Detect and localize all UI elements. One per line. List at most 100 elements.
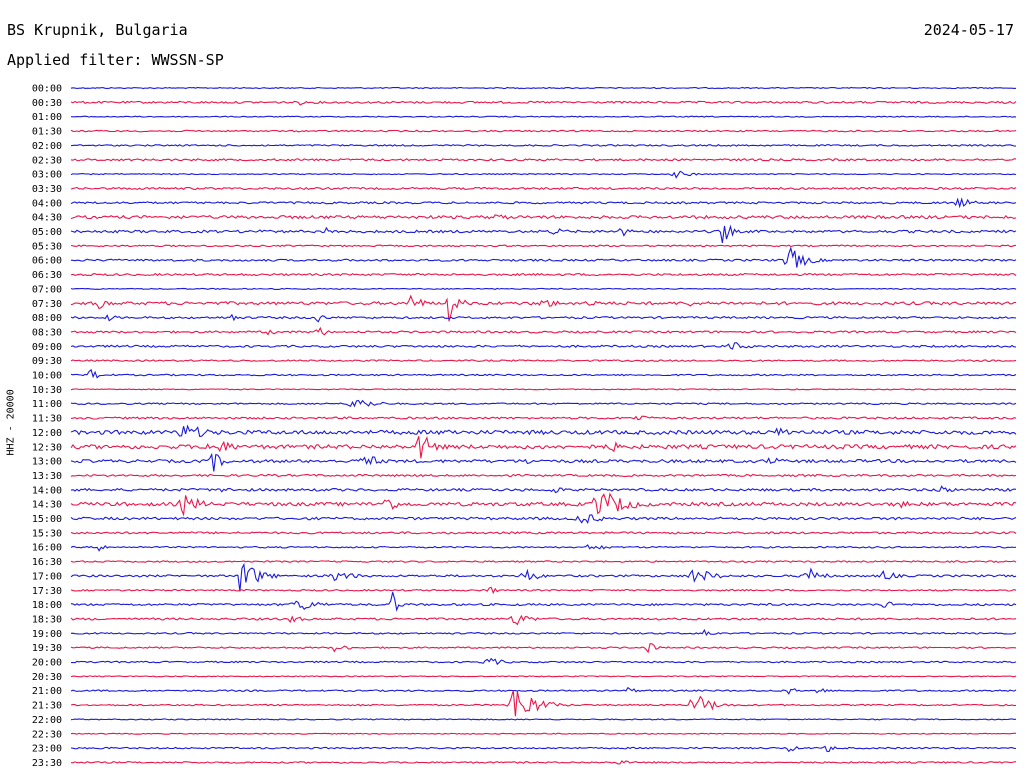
row-time-label: 09:00 xyxy=(32,342,62,353)
row-time-label: 07:30 xyxy=(32,299,62,310)
row-time-label: 01:30 xyxy=(32,127,62,138)
row-time-label: 00:00 xyxy=(32,84,62,95)
trace-line xyxy=(70,197,1017,209)
row-time-label: 19:00 xyxy=(32,629,62,640)
trace-line xyxy=(70,313,1017,323)
row-time-label: 22:00 xyxy=(32,715,62,726)
row-time-label: 23:00 xyxy=(32,744,62,755)
row-time-label: 22:30 xyxy=(32,729,62,740)
trace-line xyxy=(70,144,1017,147)
row-time-label: 08:30 xyxy=(32,327,62,338)
trace-line xyxy=(70,186,1017,191)
row-time-label: 16:00 xyxy=(32,543,62,554)
trace-line xyxy=(70,586,1017,595)
row-time-label: 14:00 xyxy=(32,485,62,496)
row-time-label: 13:00 xyxy=(32,457,62,468)
row-time-label: 06:00 xyxy=(32,256,62,267)
trace-line xyxy=(70,686,1017,695)
trace-line xyxy=(70,492,1017,517)
trace-line xyxy=(70,246,1017,268)
row-time-label: 17:00 xyxy=(32,571,62,582)
trace-line xyxy=(70,642,1017,654)
trace-line xyxy=(70,100,1017,106)
trace-line xyxy=(70,562,1017,592)
trace-line xyxy=(70,272,1017,277)
row-time-label: 03:30 xyxy=(32,184,62,195)
row-time-label: 11:30 xyxy=(32,414,62,425)
trace-line xyxy=(70,560,1017,563)
trace-line xyxy=(70,760,1017,765)
row-time-label: 02:30 xyxy=(32,155,62,166)
row-time-label: 21:30 xyxy=(32,701,62,712)
trace-line xyxy=(70,424,1017,437)
trace-line xyxy=(70,388,1017,391)
trace-line xyxy=(70,294,1016,322)
row-time-label: 04:00 xyxy=(32,198,62,209)
row-time-label: 23:30 xyxy=(32,758,62,769)
trace-line xyxy=(70,244,1017,248)
row-time-label: 13:30 xyxy=(32,471,62,482)
row-time-label: 02:00 xyxy=(32,141,62,152)
row-time-label: 09:30 xyxy=(32,356,62,367)
row-time-label: 17:30 xyxy=(32,586,62,597)
row-time-label: 20:00 xyxy=(32,658,62,669)
row-time-label: 21:00 xyxy=(32,686,62,697)
trace-line xyxy=(70,514,1017,525)
row-time-label: 19:30 xyxy=(32,643,62,654)
trace-line xyxy=(70,628,1017,637)
row-time-label: 07:00 xyxy=(32,284,62,295)
trace-line xyxy=(70,342,1017,350)
trace-line xyxy=(70,224,1017,243)
trace-line xyxy=(70,732,1016,735)
row-time-label: 12:30 xyxy=(32,442,62,453)
row-time-label: 06:30 xyxy=(32,270,62,281)
trace-line xyxy=(70,214,1017,220)
trace-line xyxy=(70,675,1017,678)
trace-line xyxy=(70,326,1017,336)
trace-line xyxy=(70,452,1017,472)
row-time-label: 11:00 xyxy=(32,399,62,410)
row-time-label: 05:00 xyxy=(32,227,62,238)
trace-line xyxy=(70,657,1017,666)
trace-line xyxy=(70,544,1017,552)
trace-line xyxy=(70,690,1017,717)
trace-line xyxy=(70,287,1017,291)
row-time-label: 12:00 xyxy=(32,428,62,439)
trace-line xyxy=(70,531,1017,535)
row-time-label: 18:30 xyxy=(32,614,62,625)
trace-line xyxy=(70,614,1017,626)
date-label: 2024-05-17 xyxy=(923,21,1014,39)
row-time-label: 01:00 xyxy=(32,112,62,123)
trace-line xyxy=(70,129,1017,133)
row-time-label: 03:00 xyxy=(32,170,62,181)
row-time-label: 20:30 xyxy=(32,672,62,683)
trace-line xyxy=(70,436,1017,459)
trace-line xyxy=(70,158,1017,162)
row-time-label: 05:30 xyxy=(32,241,62,252)
trace-line xyxy=(70,592,1017,612)
row-time-label: 04:30 xyxy=(32,213,62,224)
trace-line xyxy=(70,415,1017,421)
trace-line xyxy=(70,86,1017,90)
station-title: BS Krupnik, Bulgaria xyxy=(7,21,188,39)
row-time-label: 10:00 xyxy=(32,371,62,382)
row-time-label: 08:00 xyxy=(32,313,62,324)
row-time-label: 10:30 xyxy=(32,385,62,396)
trace-line xyxy=(70,485,1017,494)
row-time-label: 00:30 xyxy=(32,98,62,109)
trace-line xyxy=(70,368,1017,379)
trace-line xyxy=(70,473,1017,478)
filter-subtitle: Applied filter: WWSSN-SP xyxy=(7,51,224,69)
trace-line xyxy=(70,359,1017,363)
trace-line xyxy=(70,170,1017,179)
row-time-label: 15:00 xyxy=(32,514,62,525)
trace-line xyxy=(70,115,1017,118)
row-time-label: 14:30 xyxy=(32,500,62,511)
row-time-label: 18:00 xyxy=(32,600,62,611)
trace-line xyxy=(70,745,1017,753)
row-time-label: 15:30 xyxy=(32,528,62,539)
row-time-label: 16:30 xyxy=(32,557,62,568)
trace-line xyxy=(70,718,1017,721)
trace-line xyxy=(70,399,1017,408)
